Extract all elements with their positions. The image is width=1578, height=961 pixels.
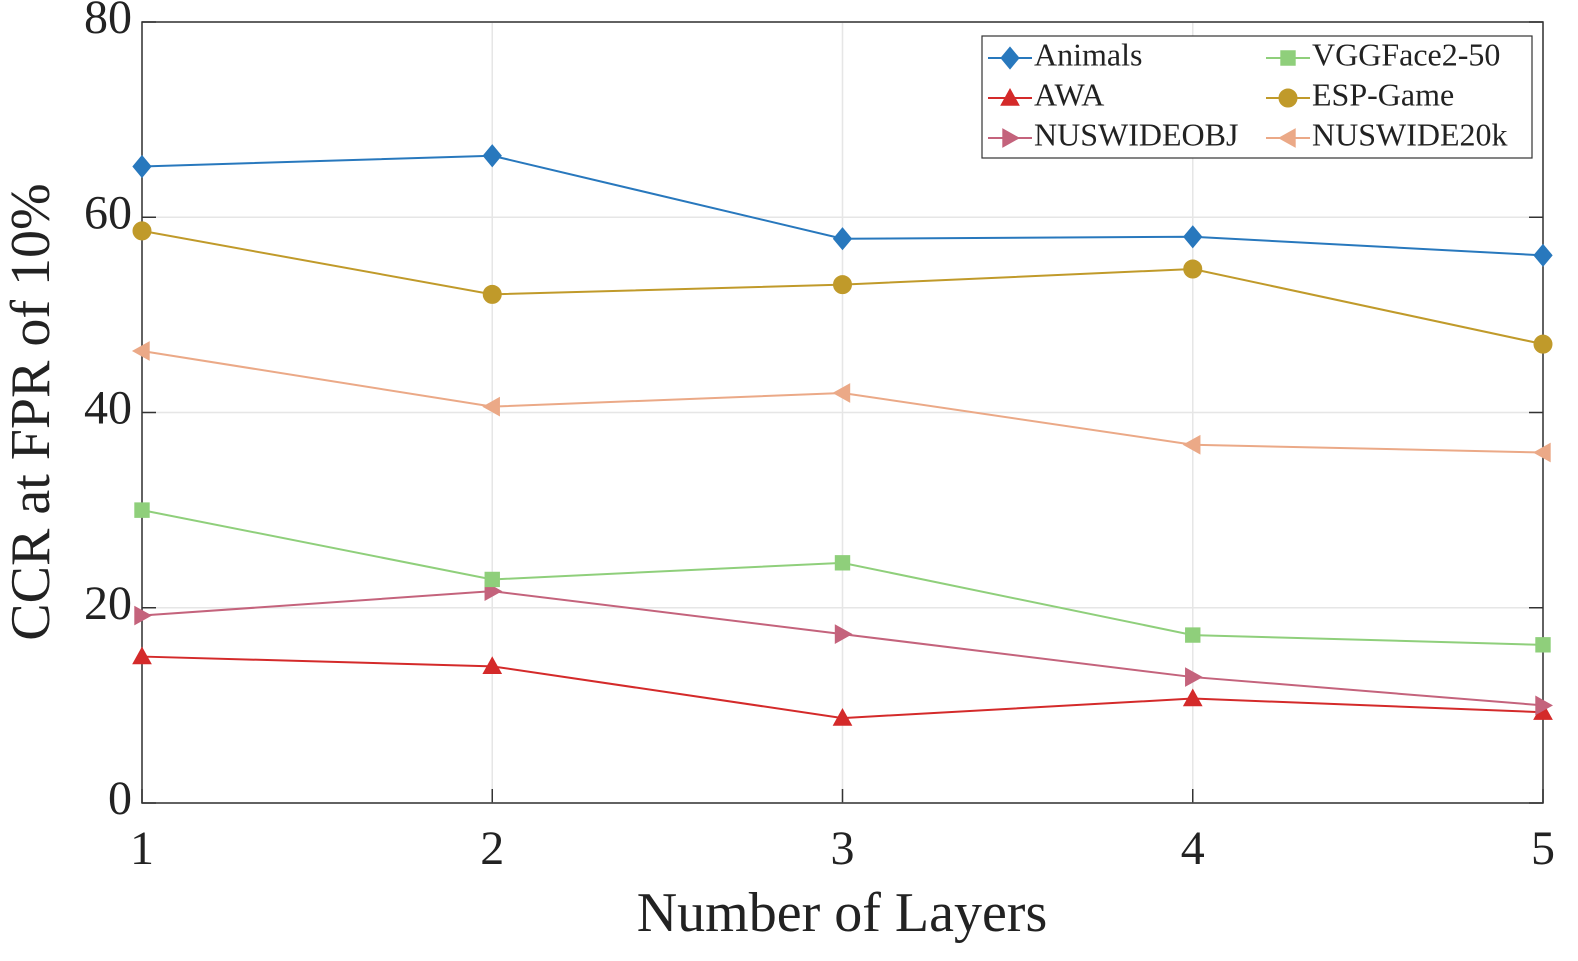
marker	[832, 708, 853, 726]
y-tick-label: 40	[84, 382, 132, 435]
marker	[1002, 128, 1021, 148]
marker	[1278, 88, 1298, 108]
marker	[1533, 334, 1553, 354]
legend-label: AWA	[1034, 76, 1104, 112]
legend-label: VGGFace2-50	[1312, 36, 1500, 72]
x-tick-label: 2	[480, 822, 504, 875]
legend-label: NUSWIDEOBJ	[1034, 116, 1238, 152]
marker	[482, 144, 502, 168]
marker	[482, 284, 502, 304]
marker	[1535, 695, 1554, 716]
y-axis-label: CCR at FPR of 10%	[0, 183, 62, 640]
marker	[1183, 259, 1203, 279]
marker	[833, 275, 852, 295]
marker	[1277, 128, 1296, 148]
marker	[1183, 225, 1203, 249]
marker	[1533, 243, 1553, 267]
marker	[484, 571, 500, 588]
marker	[1280, 50, 1296, 66]
marker	[131, 341, 150, 361]
plot-frame	[141, 21, 1544, 804]
y-tick-label: 80	[84, 0, 132, 44]
marker	[1000, 87, 1020, 106]
marker	[832, 227, 853, 251]
marker	[834, 555, 851, 571]
marker	[132, 221, 152, 241]
x-tick-label: 5	[1531, 822, 1555, 875]
marker	[134, 502, 150, 518]
marker	[134, 605, 153, 626]
marker	[1185, 667, 1203, 687]
x-axis-label: Number of Layers	[637, 882, 1048, 944]
marker	[1182, 688, 1203, 707]
y-tick-label: 0	[108, 772, 132, 825]
legend-label: NUSWIDE20k	[1312, 116, 1508, 152]
marker	[834, 624, 853, 644]
x-tick-label: 4	[1181, 822, 1205, 875]
y-tick-label: 20	[84, 577, 132, 630]
marker	[482, 396, 500, 417]
marker	[1182, 434, 1201, 455]
legend-label: ESP-Game	[1312, 76, 1454, 112]
x-tick-label: 3	[831, 822, 855, 875]
marker	[132, 154, 152, 179]
marker	[1532, 442, 1551, 463]
marker	[1535, 637, 1551, 653]
marker	[1000, 46, 1020, 70]
marker	[482, 656, 503, 675]
y-tick-label: 60	[84, 186, 132, 239]
marker	[1185, 627, 1201, 643]
legend-label: Animals	[1034, 36, 1142, 72]
x-tick-label: 1	[130, 822, 154, 875]
marker	[832, 383, 851, 403]
marker	[132, 646, 152, 665]
legend-box	[981, 35, 1533, 159]
